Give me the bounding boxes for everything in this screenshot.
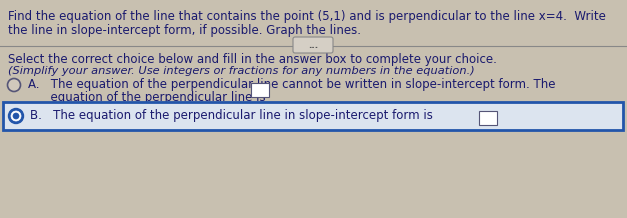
FancyBboxPatch shape (3, 102, 623, 130)
Text: the line in slope-intercept form, if possible. Graph the lines.: the line in slope-intercept form, if pos… (8, 24, 361, 37)
Circle shape (8, 78, 21, 92)
Text: (Simplify your answer. Use integers or fractions for any numbers in the equation: (Simplify your answer. Use integers or f… (8, 66, 475, 76)
Text: Select the correct choice below and fill in the answer box to complete your choi: Select the correct choice below and fill… (8, 53, 497, 66)
FancyBboxPatch shape (251, 83, 269, 97)
Circle shape (9, 109, 23, 124)
Text: B.   The equation of the perpendicular line in slope-intercept form is: B. The equation of the perpendicular lin… (30, 109, 433, 121)
Text: A.   The equation of the perpendicular line cannot be written in slope-intercept: A. The equation of the perpendicular lin… (28, 78, 556, 91)
Text: ...: ... (308, 41, 318, 49)
FancyBboxPatch shape (293, 37, 333, 53)
Circle shape (11, 111, 21, 121)
Text: Find the equation of the line that contains the point (5,1) and is perpendicular: Find the equation of the line that conta… (8, 10, 606, 23)
Text: equation of the perpendicular line is: equation of the perpendicular line is (28, 91, 266, 104)
Circle shape (13, 113, 19, 119)
FancyBboxPatch shape (479, 111, 497, 125)
